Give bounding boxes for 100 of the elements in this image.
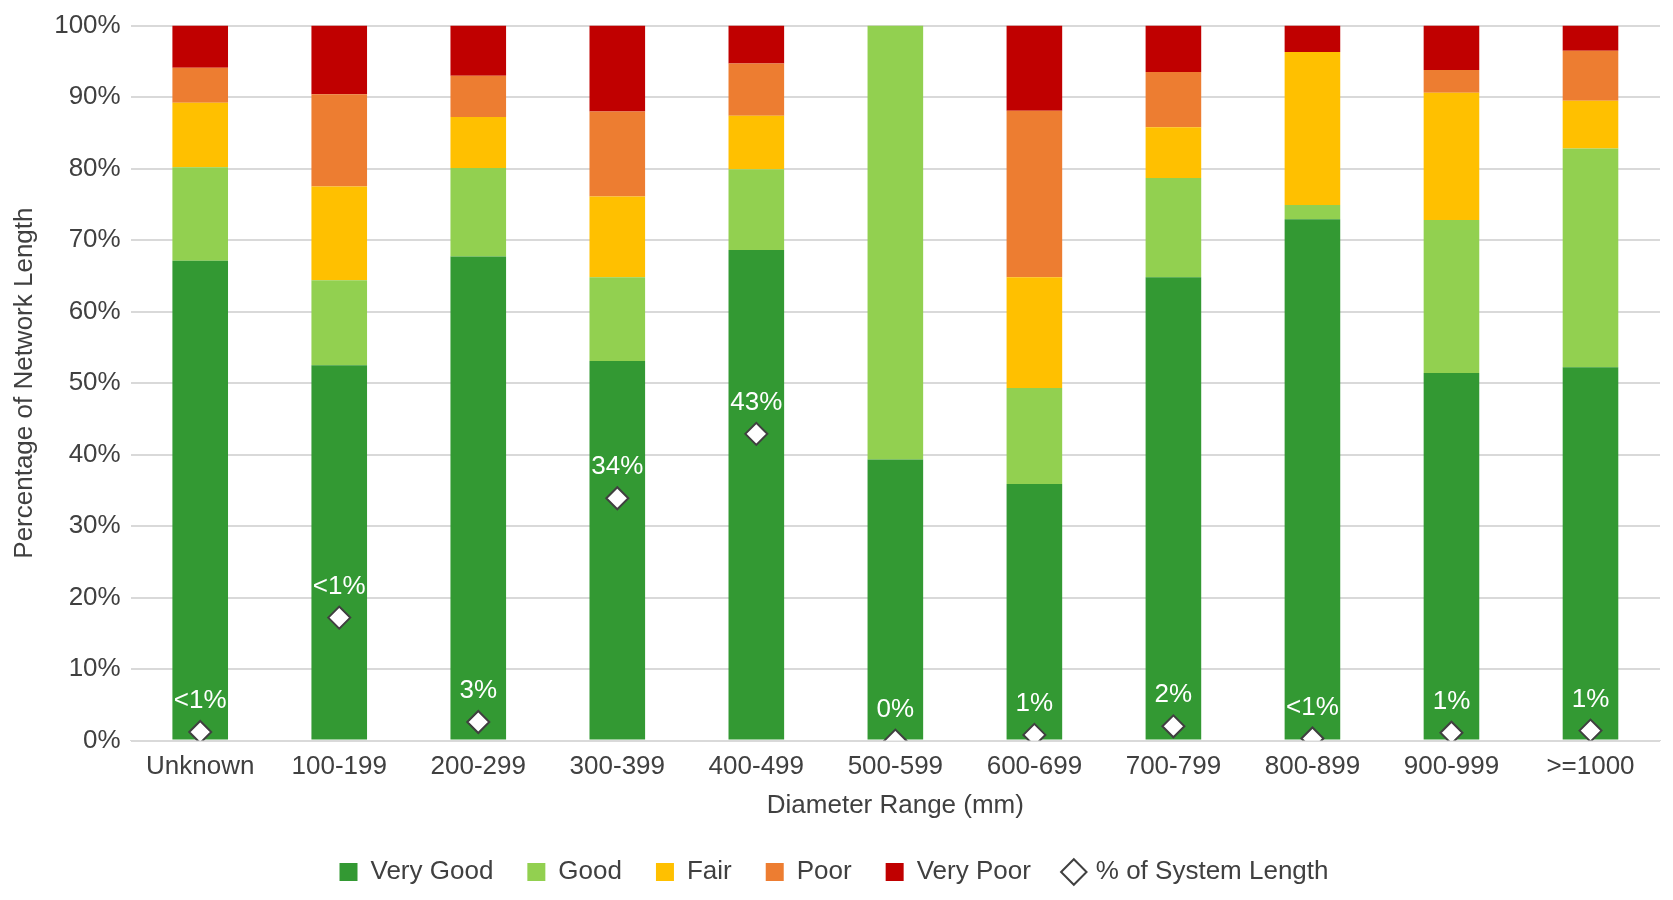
data-label: 2% [1154, 678, 1193, 709]
x-tick-label: 200-299 [430, 750, 526, 781]
bar [728, 25, 785, 64]
data-label: <1% [312, 569, 366, 600]
bar [1423, 92, 1480, 221]
bar [867, 459, 924, 740]
bar [1562, 367, 1619, 740]
y-tick-label: 30% [68, 509, 121, 540]
x-tick-label: >=1000 [1546, 750, 1635, 781]
data-label: 43% [730, 386, 783, 417]
bar [589, 196, 646, 278]
bar [172, 25, 229, 68]
bar [1145, 177, 1202, 278]
point [188, 720, 213, 741]
y-tick-label: 70% [68, 223, 121, 254]
bar [450, 167, 507, 257]
x-axis-title: Diameter Range (mm) [766, 788, 1024, 819]
bar [450, 25, 507, 76]
y-tick-label: 20% [68, 580, 121, 611]
bar [1145, 277, 1202, 740]
x-tick-label: 100-199 [291, 750, 387, 781]
point [744, 421, 769, 446]
bar [311, 365, 368, 740]
bar [1006, 483, 1063, 740]
bar [172, 167, 229, 261]
legend-label: Fair [686, 855, 733, 886]
bar [867, 25, 924, 460]
x-tick-label: 400-499 [708, 750, 805, 781]
bar [589, 277, 646, 361]
y-tick-label: 0% [83, 723, 121, 754]
x-tick-label: 900-999 [1403, 750, 1500, 781]
bar [1284, 205, 1341, 220]
bar [1423, 69, 1480, 93]
bar [589, 25, 646, 112]
bar [1284, 219, 1341, 740]
bar [1006, 110, 1063, 278]
bar [1562, 100, 1619, 149]
bar [1423, 373, 1480, 740]
y-tick-label: 80% [68, 151, 121, 182]
bar [450, 117, 507, 168]
y-tick-label: 100% [54, 8, 121, 39]
legend-label: Good [558, 855, 622, 886]
bar [450, 256, 507, 740]
point [1439, 720, 1464, 741]
x-tick-label: Unknown [146, 750, 255, 781]
bar [1562, 25, 1619, 51]
data-label: <1% [173, 684, 227, 715]
data-label: 34% [591, 450, 644, 481]
bar [311, 94, 368, 187]
bar [728, 250, 785, 740]
bar [589, 111, 646, 197]
legend-label: % of System Length [1095, 855, 1329, 886]
bar [1423, 220, 1480, 374]
bar [450, 75, 507, 118]
bar [1562, 148, 1619, 368]
bar [1006, 388, 1063, 484]
bar [1145, 72, 1202, 128]
bar [728, 63, 785, 116]
y-tick-label: 10% [68, 652, 121, 683]
y-tick-label: 50% [68, 366, 121, 397]
bar [172, 260, 229, 740]
point [1578, 718, 1603, 741]
bar [1006, 277, 1063, 389]
x-tick-label: 700-799 [1125, 750, 1222, 781]
bar [172, 102, 229, 168]
data-label: <1% [1286, 690, 1339, 721]
y-axis-title: Percentage of Network Length [7, 207, 38, 559]
bar [1284, 52, 1341, 206]
bar [1006, 25, 1063, 111]
point [327, 605, 352, 630]
bar [1145, 127, 1202, 178]
legend-label: Poor [796, 855, 852, 886]
bar [728, 169, 785, 251]
x-tick-label: 600-699 [986, 750, 1083, 781]
data-label: 1% [1015, 687, 1054, 718]
x-tick-label: 800-899 [1264, 750, 1361, 781]
legend-label: Very Good [370, 855, 494, 886]
bar [1423, 25, 1480, 70]
y-tick-label: 40% [68, 437, 121, 468]
data-label: 3% [459, 674, 498, 705]
bar [311, 280, 368, 366]
point [1161, 714, 1186, 739]
data-label: 0% [876, 692, 915, 723]
bar [311, 186, 368, 281]
y-tick-label: 60% [68, 294, 121, 325]
point [466, 710, 491, 735]
data-label: 1% [1432, 684, 1471, 715]
y-tick-label: 90% [68, 80, 121, 111]
bar [589, 360, 646, 740]
data-label: 1% [1571, 682, 1610, 713]
x-tick-label: 300-399 [569, 750, 666, 781]
point [605, 486, 630, 511]
bar [728, 115, 785, 170]
bar [172, 67, 229, 103]
bar [1145, 25, 1202, 73]
bar [311, 25, 368, 95]
legend-label: Very Poor [916, 855, 1032, 886]
x-tick-label: 500-599 [847, 750, 944, 781]
bar [1284, 25, 1341, 53]
bar [1562, 50, 1619, 101]
